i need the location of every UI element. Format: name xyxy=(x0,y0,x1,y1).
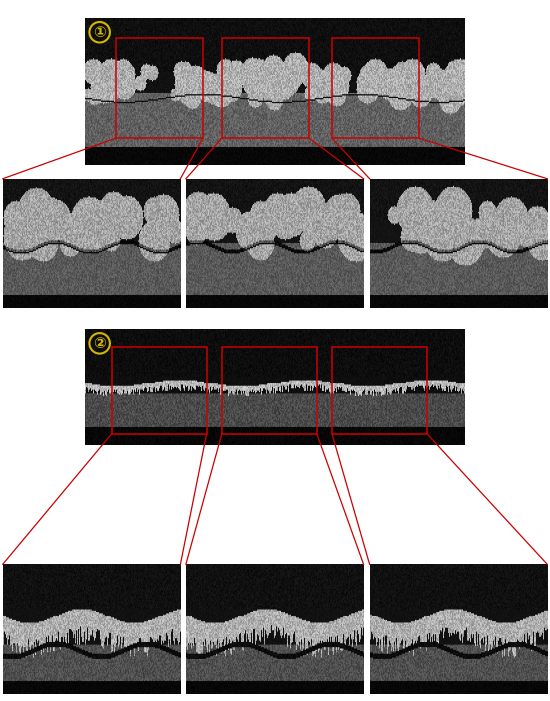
Text: ①: ① xyxy=(94,25,106,40)
Bar xyxy=(332,347,427,433)
Bar xyxy=(222,347,317,433)
Text: ②: ② xyxy=(94,336,106,350)
Bar xyxy=(112,347,207,433)
Bar xyxy=(116,38,203,138)
Bar xyxy=(222,38,309,138)
Bar xyxy=(332,38,419,138)
